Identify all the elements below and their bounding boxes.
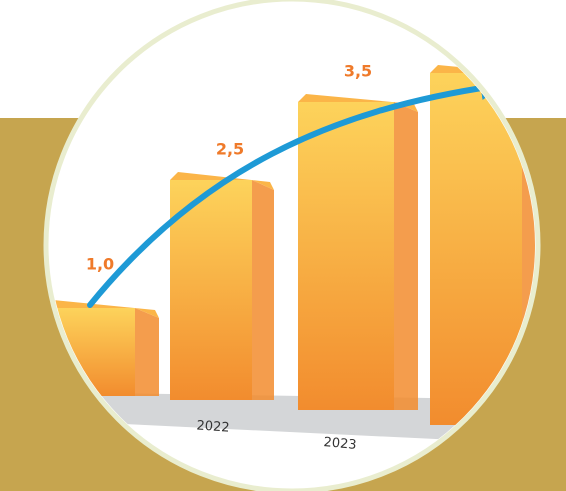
trend-arrow <box>87 76 505 308</box>
bar-side <box>252 180 274 400</box>
value-label: 3,5 <box>344 62 372 81</box>
bar <box>170 180 252 400</box>
bar-side <box>135 308 159 396</box>
x-tick-label: 2023 <box>323 435 357 453</box>
bar-top <box>298 94 418 112</box>
bar-side <box>394 102 418 410</box>
bar-top <box>430 65 535 83</box>
bar-top <box>170 172 274 190</box>
x-tick-label: 2022 <box>196 418 230 435</box>
value-label: 1,0 <box>86 255 114 274</box>
bar-top <box>49 300 159 318</box>
value-label: 2,5 <box>216 140 244 159</box>
bar <box>298 102 394 410</box>
